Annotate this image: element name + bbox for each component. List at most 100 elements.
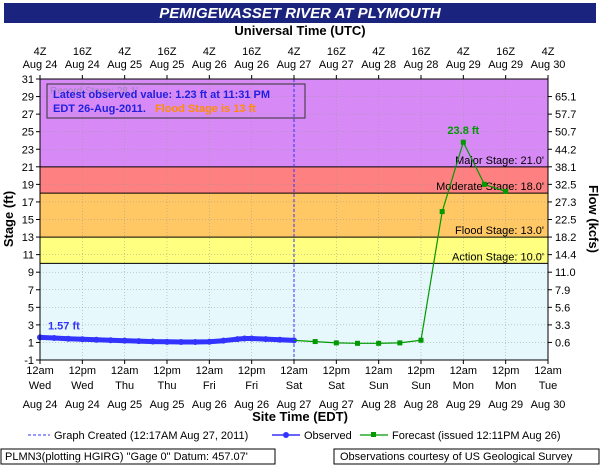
forecast-point-2 [355, 340, 360, 346]
top-tick-label-9: 16Z [412, 46, 431, 58]
chart-title: PEMIGEWASSET RIVER AT PLYMOUTH [159, 5, 442, 22]
observed-point-7 [135, 338, 142, 345]
latest-value-box: Record Stage: 28.1' Latest observed valu… [46, 83, 306, 119]
forecast-point-8 [482, 181, 487, 187]
y-tick-label-4: 7 [28, 285, 34, 297]
y-tick-label-7: 13 [22, 232, 34, 244]
bottom-tick-date-10: Aug 29 [446, 399, 481, 411]
top-tick-label-8: 4Z [372, 46, 385, 58]
stage-band-0 [40, 79, 548, 167]
y2-tick-label-11: 44.2 [555, 144, 576, 156]
bottom-tick-day-8: Sun [369, 380, 389, 392]
top-tick-date-8: Aug 28 [361, 59, 396, 71]
y-axis-title: Stage (ft) [1, 191, 16, 247]
latest-observed-line: Latest observed value: 1.23 ft at 11:31 … [53, 89, 270, 101]
top-tick-date-5: Aug 26 [234, 59, 269, 71]
bottom-tick-time-10: 12am [450, 365, 478, 377]
threshold-label-1: Moderate Stage: 18.0' [436, 181, 544, 193]
bottom-tick-day-3: Thu [158, 380, 177, 392]
bottom-tick-day-6: Sat [286, 380, 303, 392]
y2-tick-label-9: 32.5 [555, 179, 576, 191]
bottom-tick-date-1: Aug 24 [65, 399, 100, 411]
bottom-tick-day-7: Sat [328, 380, 345, 392]
top-tick-label-1: 16Z [73, 46, 92, 58]
footer-datum: PLMN3(plotting HGIRG) "Gage 0" Datum: 45… [5, 451, 248, 463]
y2-tick-label-10: 38.1 [555, 162, 576, 174]
top-tick-label-3: 16Z [158, 46, 177, 58]
data-labels: 1.57 ft 23.8 ft [48, 125, 480, 332]
threshold-label-2: Flood Stage: 13.0' [455, 225, 544, 237]
forecast-point-6 [439, 209, 445, 215]
bottom-tick-date-2: Aug 25 [107, 399, 142, 411]
bottom-tick-time-9: 12pm [407, 365, 435, 377]
top-tick-date-6: Aug 27 [277, 59, 312, 71]
title-bar [4, 3, 596, 23]
observed-point-17 [262, 336, 269, 343]
bottom-tick-date-12: Aug 30 [531, 399, 566, 411]
top-tick-date-0: Aug 24 [23, 59, 58, 71]
top-tick-date-10: Aug 29 [446, 59, 481, 71]
top-tick-date-9: Aug 28 [404, 59, 439, 71]
top-tick-label-7: 16Z [327, 46, 346, 58]
threshold-lines: Major Stage: 21.0' Moderate Stage: 18.0' F… [40, 155, 548, 264]
top-tick-label-6: 4Z [288, 46, 301, 58]
observed-point-9 [164, 338, 170, 345]
legend-forecast-label: Forecast (issued 12:11PM Aug 26) [392, 430, 561, 442]
latest-value-box-frame [46, 83, 306, 119]
bottom-tick-day-1: Wed [71, 380, 93, 392]
legend-observed-label: Observed [304, 430, 352, 442]
top-tick-label-11: 16Z [496, 46, 515, 58]
y2-tick-label-14: 65.1 [555, 92, 576, 104]
y-tick-label-8: 15 [22, 215, 34, 227]
y2-tick-label-4: 11.0 [555, 267, 576, 279]
bottom-tick-day-2: Thu [115, 380, 134, 392]
bottom-tick-date-9: Aug 28 [404, 399, 439, 411]
top-tick-label-12: 4Z [542, 46, 555, 58]
legend: Graph Created (12:17AM Aug 27, 2011) Obs… [28, 430, 561, 442]
y-tick-label-11: 21 [22, 162, 34, 174]
y2-tick-label-12: 50.7 [555, 127, 576, 139]
observed-point-15 [241, 335, 248, 342]
flood-stage-note: Flood Stage is 13 ft [155, 103, 256, 115]
observed-point-5 [107, 337, 114, 344]
bottom-tick-date-5: Aug 26 [234, 399, 269, 411]
bottom-tick-date-4: Aug 26 [192, 399, 227, 411]
latest-date: EDT 26-Aug-2011. [53, 103, 146, 115]
top-tick-date-1: Aug 24 [65, 59, 100, 71]
bottom-tick-date-7: Aug 27 [319, 399, 354, 411]
peak-value-label: 23.8 ft [447, 125, 479, 137]
forecast-point-9 [503, 188, 509, 194]
bottom-tick-day-0: Wed [29, 380, 51, 392]
footer-right-box [333, 448, 600, 465]
y2-tick-label-5: 14.4 [555, 250, 576, 262]
y-tick-label-0: -1 [24, 355, 34, 367]
legend-observed-marker [283, 432, 289, 438]
top-tick-date-12: Aug 30 [531, 59, 566, 71]
top-tick-label-0: 4Z [34, 46, 47, 58]
bottom-tick-time-4: 12am [196, 365, 224, 377]
bottom-tick-time-2: 12am [111, 365, 139, 377]
y-tick-label-12: 23 [22, 144, 34, 156]
bottom-tick-date-11: Aug 29 [488, 399, 523, 411]
threshold-label-0: Major Stage: 21.0' [455, 155, 544, 167]
forecast-point-0 [312, 339, 318, 345]
top-tick-date-4: Aug 26 [192, 59, 227, 71]
y2-tick-label-6: 18.2 [555, 232, 576, 244]
forecast-point-5 [418, 337, 424, 343]
observed-point-12 [206, 338, 213, 345]
bottom-tick-day-11: Mon [495, 380, 516, 392]
bottom-tick-date-0: Aug 24 [23, 399, 58, 411]
bottom-tick-day-10: Mon [453, 380, 474, 392]
y2-tick-label-0: 0.6 [555, 337, 570, 349]
observed-point-11 [192, 338, 199, 345]
top-tick-label-4: 4Z [203, 46, 216, 58]
y-tick-label-5: 9 [28, 267, 34, 279]
record-stage-faint: Record Stage: 28.1' [50, 86, 138, 97]
observed-point-4 [93, 336, 100, 343]
y-tick-label-14: 27 [22, 109, 34, 121]
bottom-tick-time-3: 12pm [153, 365, 181, 377]
bottom-tick-time-5: 12pm [238, 365, 266, 377]
threshold-label-3: Action Stage: 10.0' [452, 251, 544, 263]
observed-point-2 [65, 335, 72, 342]
bottom-tick-time-8: 12am [365, 365, 393, 377]
